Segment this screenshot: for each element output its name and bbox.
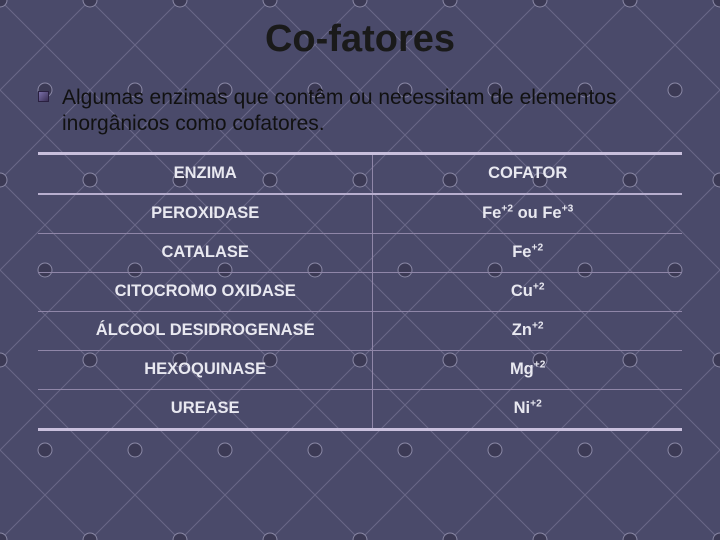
lead-paragraph: Algumas enzimas que contêm ou necessitam… [38,85,682,138]
cell-cofactor: Ni+2 [373,389,682,429]
cell-cofactor: Zn+2 [373,311,682,350]
bullet-icon [38,91,49,102]
col-header-enzyme: ENZIMA [38,153,373,194]
cell-cofactor: Fe+2 [373,233,682,272]
table-row: CITOCROMO OXIDASECu+2 [38,272,682,311]
table-row: PEROXIDASEFe+2 ou Fe+3 [38,194,682,234]
table-row: CATALASEFe+2 [38,233,682,272]
table-header-row: ENZIMA COFATOR [38,153,682,194]
cell-enzyme: ÁLCOOL DESIDROGENASE [38,311,373,350]
col-header-cofactor: COFATOR [373,153,682,194]
cell-cofactor: Mg+2 [373,350,682,389]
table-row: ÁLCOOL DESIDROGENASEZn+2 [38,311,682,350]
table-row: UREASENi+2 [38,389,682,429]
slide-title: Co-fatores [38,18,682,61]
table-body: PEROXIDASEFe+2 ou Fe+3CATALASEFe+2CITOCR… [38,194,682,430]
table-row: HEXOQUINASEMg+2 [38,350,682,389]
cell-enzyme: HEXOQUINASE [38,350,373,389]
cell-enzyme: CATALASE [38,233,373,272]
cell-enzyme: CITOCROMO OXIDASE [38,272,373,311]
cell-enzyme: UREASE [38,389,373,429]
lead-text: Algumas enzimas que contêm ou necessitam… [62,86,616,135]
cell-cofactor: Fe+2 ou Fe+3 [373,194,682,234]
cell-enzyme: PEROXIDASE [38,194,373,234]
cofactors-table: ENZIMA COFATOR PEROXIDASEFe+2 ou Fe+3CAT… [38,152,682,431]
slide-container: Co-fatores Algumas enzimas que contêm ou… [0,0,720,540]
cell-cofactor: Cu+2 [373,272,682,311]
